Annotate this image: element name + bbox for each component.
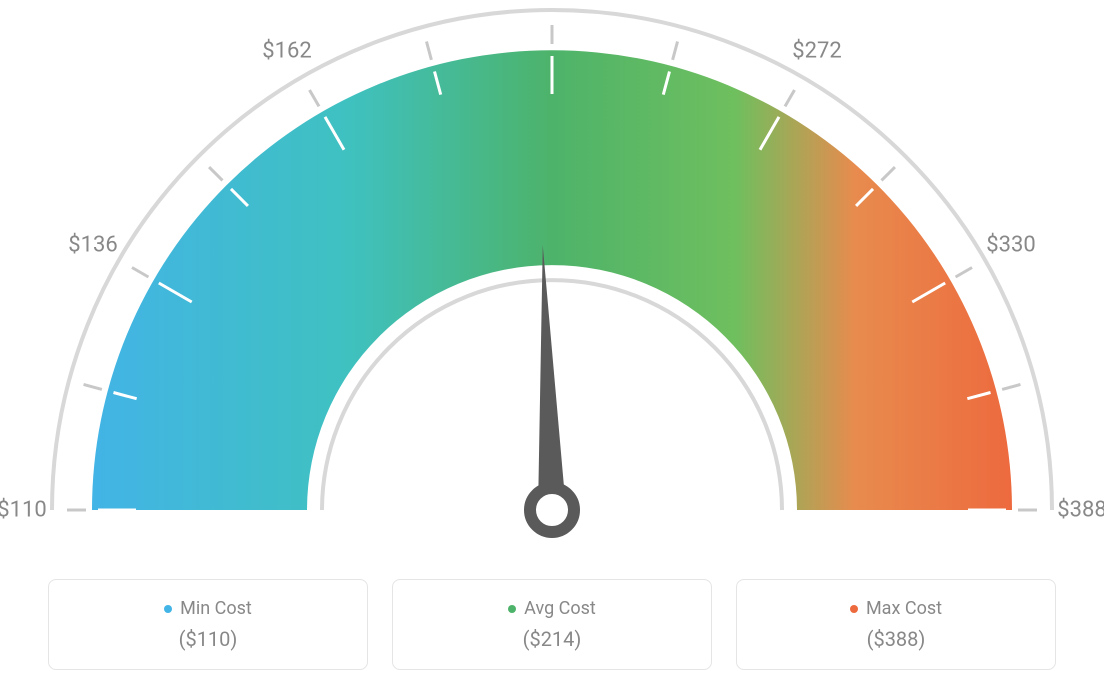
legend-card-avg: Avg Cost ($214)	[392, 579, 712, 670]
gauge-tick-outer	[673, 42, 678, 60]
legend-label-text: Avg Cost	[524, 598, 596, 619]
legend-label-text: Min Cost	[180, 598, 252, 619]
gauge-tick-outer	[132, 268, 148, 278]
legend-value: ($388)	[749, 627, 1043, 651]
legend-label: Min Cost	[61, 598, 355, 619]
legend-row: Min Cost ($110) Avg Cost ($214) Max Cost ($38…	[0, 579, 1104, 670]
gauge-container: $110$136$162$214$272$330$388	[0, 0, 1104, 560]
gauge-tick-outer	[310, 90, 320, 106]
gauge-tick-label: $330	[986, 233, 1035, 258]
gauge-tick-label: $162	[262, 39, 311, 64]
gauge-svg	[0, 0, 1104, 560]
legend-label: Avg Cost	[405, 598, 699, 619]
gauge-tick-label: $272	[792, 39, 841, 64]
gauge-tick-outer	[209, 167, 222, 180]
gauge-tick-outer	[956, 268, 972, 278]
legend-label-text: Max Cost	[866, 598, 942, 619]
gauge-tick-outer	[84, 384, 102, 389]
legend-dot-icon	[850, 605, 858, 613]
gauge-tick-outer	[785, 90, 795, 106]
gauge-tick-outer	[426, 42, 431, 60]
gauge-tick-outer	[882, 167, 895, 180]
legend-card-min: Min Cost ($110)	[48, 579, 368, 670]
legend-label: Max Cost	[749, 598, 1043, 619]
gauge-tick-label: $388	[1057, 498, 1104, 523]
legend-dot-icon	[164, 605, 172, 613]
legend-dot-icon	[508, 605, 516, 613]
gauge-tick-label: $136	[68, 233, 117, 258]
gauge-tick-outer	[1002, 384, 1020, 389]
legend-card-max: Max Cost ($388)	[736, 579, 1056, 670]
gauge-needle-hub	[530, 488, 574, 532]
gauge-needle	[538, 245, 566, 510]
legend-value: ($214)	[405, 627, 699, 651]
legend-value: ($110)	[61, 627, 355, 651]
gauge-tick-label: $110	[0, 498, 47, 523]
